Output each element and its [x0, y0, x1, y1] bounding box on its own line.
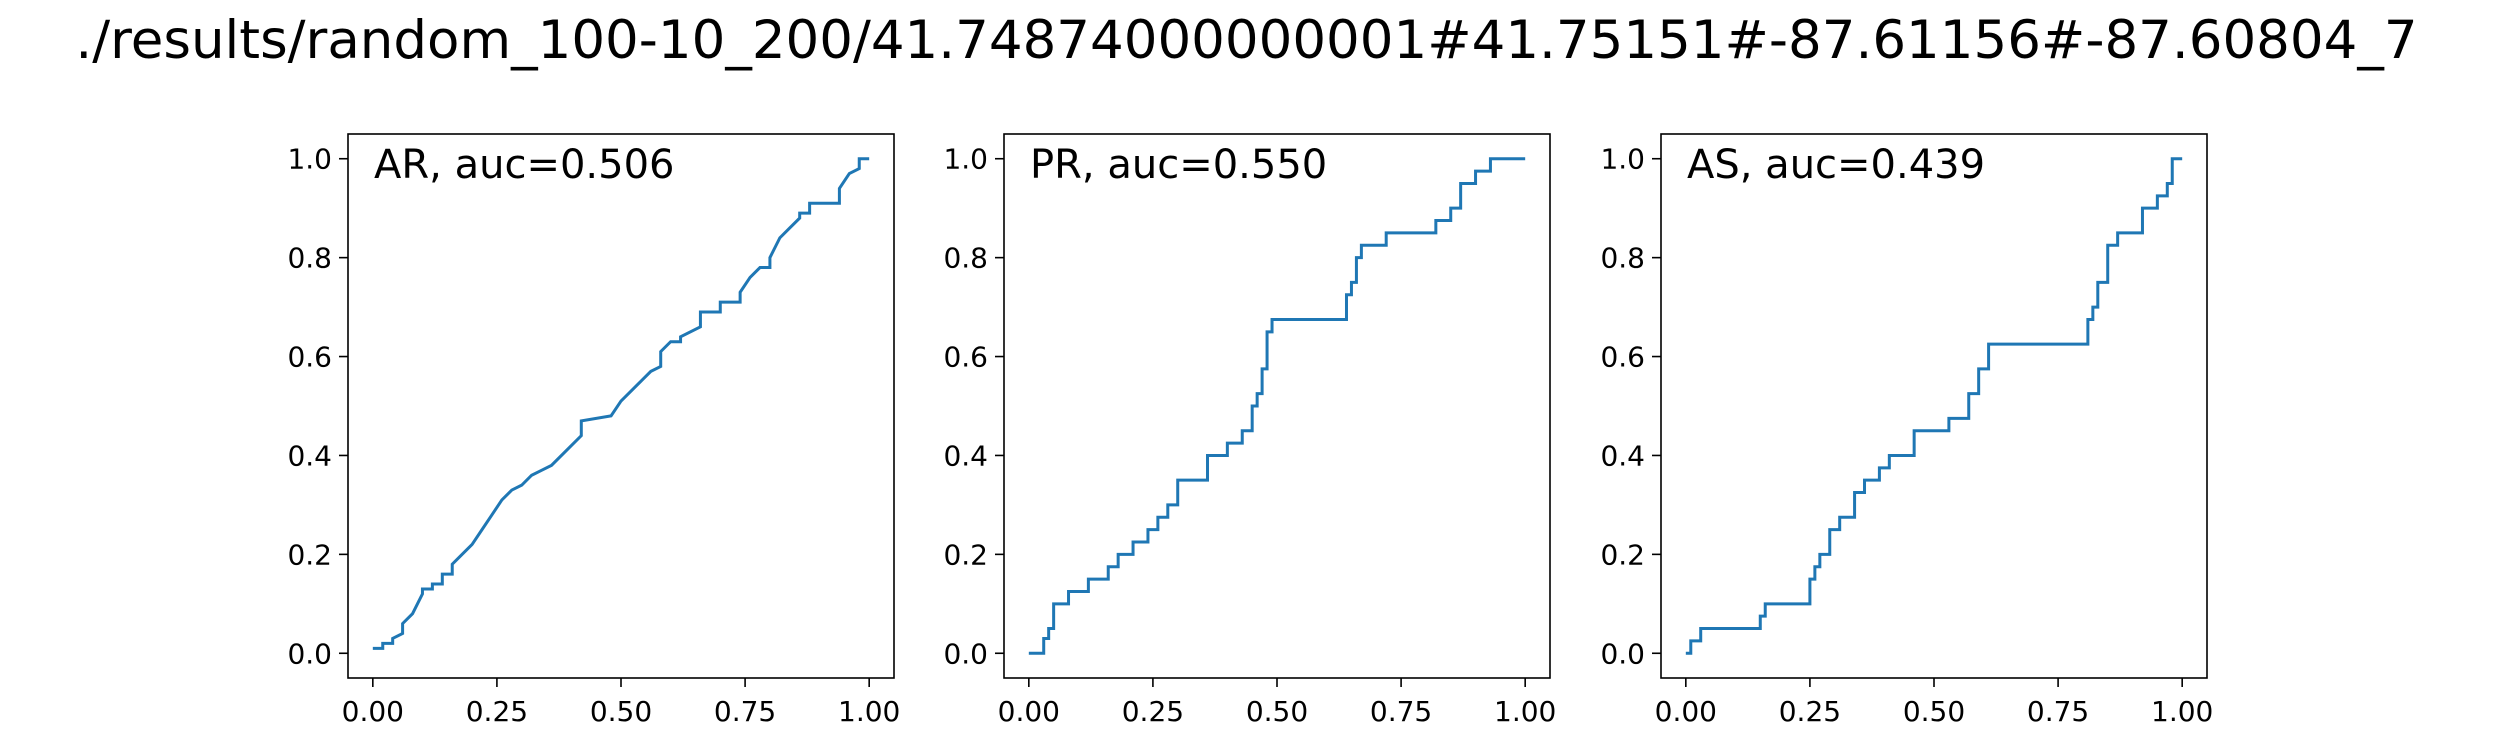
series-line [1685, 157, 2183, 655]
x-tick-label: 0.75 [2027, 695, 2089, 728]
y-tick-label: 0.4 [287, 439, 332, 472]
y-tick-label: 0.0 [1600, 637, 1645, 670]
x-tick-label: 0.25 [1122, 695, 1184, 728]
x-tick-label: 0.75 [714, 695, 776, 728]
axes-frame [1660, 133, 2208, 679]
x-tick-label: 1.00 [838, 695, 900, 728]
axes-frame [1003, 133, 1551, 679]
y-tick-label: 0.2 [1600, 538, 1645, 571]
y-tick-label: 0.8 [943, 242, 988, 275]
x-tick-label: 0.00 [342, 695, 404, 728]
chart-annotation: AR, auc=0.506 [374, 142, 674, 188]
y-tick-label: 1.0 [1600, 143, 1645, 176]
x-tick-label: 1.00 [2151, 695, 2213, 728]
chart-annotation: PR, auc=0.550 [1030, 142, 1327, 188]
x-tick-label: 0.75 [1370, 695, 1432, 728]
y-tick-label: 0.2 [943, 538, 988, 571]
x-tick-label: 0.50 [590, 695, 652, 728]
chart-annotation: AS, auc=0.439 [1687, 142, 1985, 188]
series-line [1028, 157, 1526, 655]
x-tick-label: 0.25 [1779, 695, 1841, 728]
x-tick-label: 0.25 [466, 695, 528, 728]
x-tick-label: 0.50 [1903, 695, 1965, 728]
y-tick-label: 1.0 [943, 143, 988, 176]
chart-panel-3: 0.00 0.25 0.50 0.75 1.00 0.0 0.2 0.4 0.6 0.8 1.0 AS… [1600, 133, 2213, 728]
y-tick-label: 0.4 [943, 439, 988, 472]
x-tick-label: 0.00 [1655, 695, 1717, 728]
y-tick-label: 0.6 [287, 341, 332, 374]
y-tick-label: 0.0 [287, 637, 332, 670]
y-tick-label: 0.6 [943, 341, 988, 374]
y-tick-label: 0.6 [1600, 341, 1645, 374]
y-tick-label: 0.8 [1600, 242, 1645, 275]
chart-panel-2: 0.00 0.25 0.50 0.75 1.00 0.0 0.2 0.4 0.6 0.8 1.0 PR… [943, 133, 1556, 728]
chart-panel-1: 0.00 0.25 0.50 0.75 1.00 0.0 0.2 0.4 0.6 0.8 1.0 AR… [287, 133, 900, 728]
series-line [372, 157, 870, 650]
y-tick-label: 0.8 [287, 242, 332, 275]
y-tick-label: 1.0 [287, 143, 332, 176]
figure-title: ./results/random_100-10_200/41.748740000… [75, 10, 2418, 71]
x-tick-label: 0.50 [1246, 695, 1308, 728]
y-tick-label: 0.2 [287, 538, 332, 571]
y-tick-label: 0.0 [943, 637, 988, 670]
x-tick-label: 0.00 [998, 695, 1060, 728]
y-tick-label: 0.4 [1600, 439, 1645, 472]
x-tick-label: 1.00 [1494, 695, 1556, 728]
axes-frame [347, 133, 895, 679]
